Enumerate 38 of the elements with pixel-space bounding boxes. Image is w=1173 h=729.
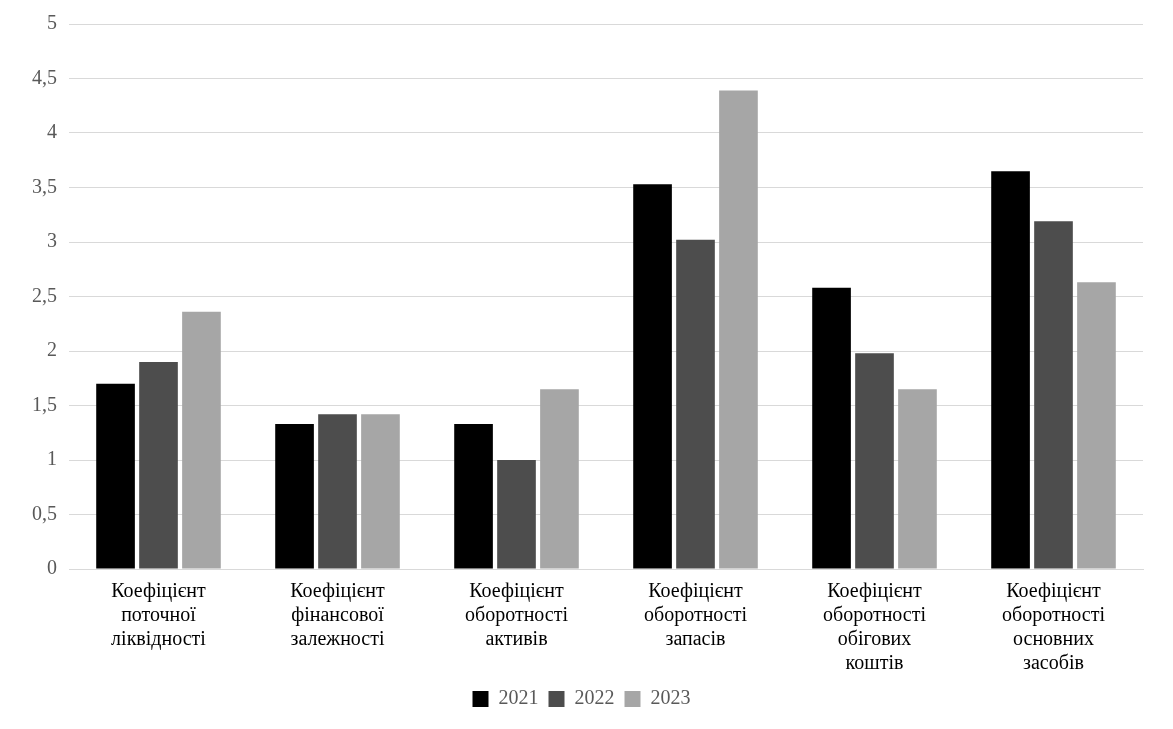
y-tick-label: 0 (47, 556, 57, 579)
bar (454, 424, 493, 569)
bar (96, 383, 135, 569)
y-tick-label: 5 (47, 11, 57, 34)
bar (139, 361, 178, 569)
y-tick-label: 4,5 (32, 65, 57, 88)
bar (812, 287, 851, 569)
bar (318, 414, 357, 569)
x-tick-label: Коефіцієнт поточної ліквідності (111, 579, 207, 651)
legend-label: 2023 (650, 686, 691, 709)
y-tick-label: 0,5 (32, 501, 57, 524)
bar (676, 239, 715, 569)
bar (361, 414, 400, 569)
y-tick-label: 3,5 (32, 174, 57, 197)
bar (1034, 221, 1073, 569)
legend-label: 2022 (574, 686, 615, 709)
y-tick-label: 2 (47, 338, 57, 361)
x-tick-label: Коефіцієнт фінансової залежності (290, 579, 386, 650)
bar (855, 353, 894, 569)
x-tick-label: Коефіцієнт оборотності обігових коштів (822, 579, 927, 674)
y-tick-label: 4 (47, 120, 57, 143)
bar (275, 424, 314, 569)
bar (633, 184, 672, 569)
x-tick-label: Коефіцієнт оборотності запасів (643, 579, 748, 650)
bar (991, 171, 1030, 569)
bar (497, 460, 536, 569)
x-tick-label: Коефіцієнт оборотності основних засобів (1001, 579, 1106, 674)
y-tick-label: 2,5 (32, 283, 57, 306)
bar (898, 389, 937, 569)
bar (540, 389, 579, 569)
bar (182, 311, 221, 569)
y-tick-label: 3 (47, 229, 57, 252)
legend-label: 2021 (498, 686, 539, 709)
y-tick-label: 1,5 (32, 392, 57, 415)
y-tick-label: 1 (47, 447, 57, 470)
bar (719, 90, 758, 569)
bar (1077, 282, 1116, 569)
x-tick-label: Коефіцієнт оборотності активів (464, 579, 569, 650)
